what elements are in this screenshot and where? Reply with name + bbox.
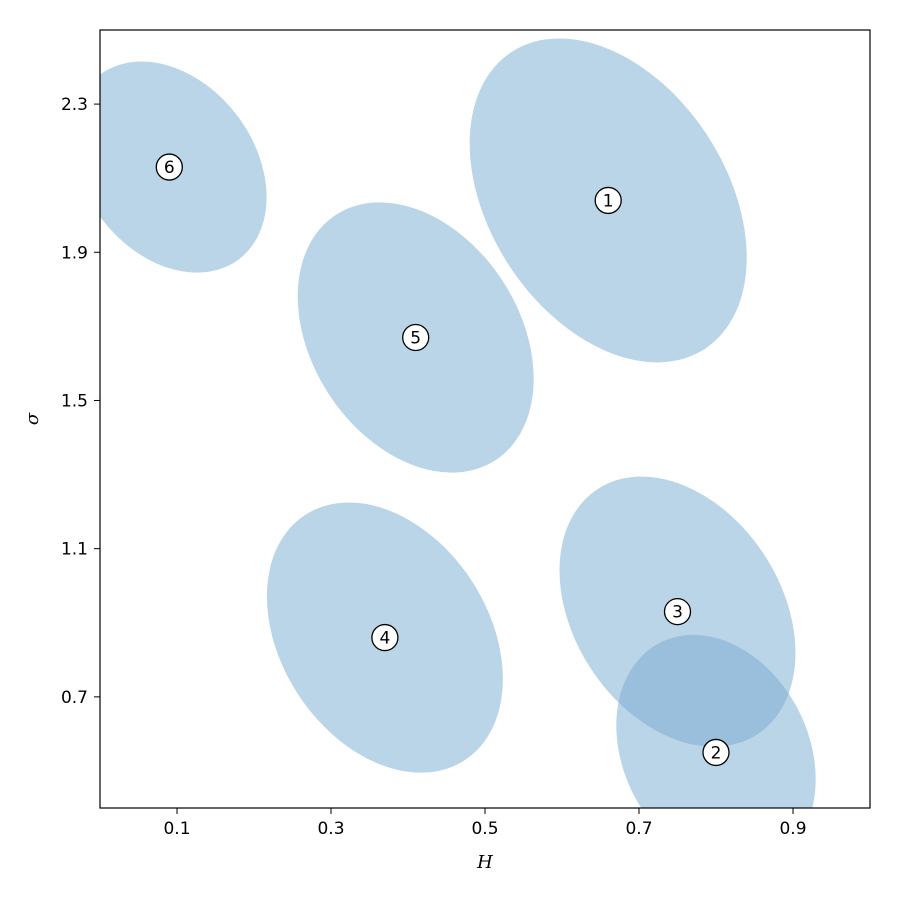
y-axis-label: σ [22, 412, 43, 425]
x-tick-label: 0.7 [625, 819, 652, 839]
x-tick-label: 0.5 [471, 819, 498, 839]
y-tick-label: 0.7 [61, 688, 88, 708]
cluster-label-layer: 1 2 3 4 5 6 [155, 153, 730, 767]
x-axis: 0.1 0.3 0.5 0.7 0.9 [163, 808, 807, 839]
cluster-label-3: 3 [672, 603, 683, 623]
cluster-marker-4 [371, 623, 399, 652]
x-tick-label: 0.9 [779, 819, 806, 839]
cluster-marker-6 [155, 153, 183, 181]
cluster-label-1: 1 [603, 191, 614, 211]
x-tick-label: 0.3 [317, 819, 344, 839]
y-tick-label: 2.3 [61, 95, 88, 115]
cluster-label-2: 2 [711, 743, 722, 763]
y-axis: 0.7 1.1 1.5 1.9 2.3 [61, 95, 100, 708]
y-tick-label: 1.5 [61, 391, 88, 411]
x-axis-label: H [476, 852, 493, 873]
cluster-marker-2 [702, 738, 730, 767]
ellipse-layer [100, 38, 816, 808]
x-tick-label: 0.1 [163, 819, 190, 839]
y-tick-label: 1.9 [61, 243, 88, 263]
cluster-label-4: 4 [379, 629, 390, 649]
cluster-label-6: 6 [164, 158, 175, 178]
cluster-label-5: 5 [410, 328, 421, 348]
cluster-marker-1 [594, 186, 622, 215]
cluster-marker-5 [402, 323, 430, 352]
cluster-marker-3 [663, 597, 692, 626]
y-tick-label: 1.1 [61, 540, 88, 560]
